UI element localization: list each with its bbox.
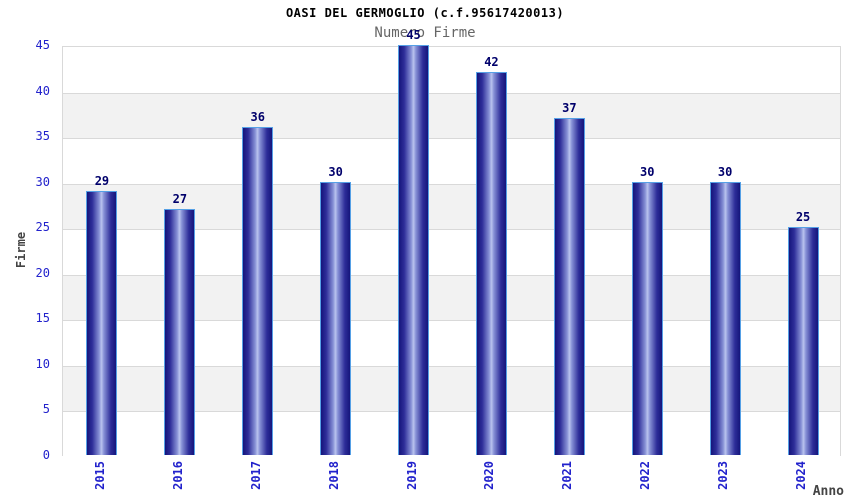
x-tick-label: 2024 <box>794 461 809 490</box>
x-tick-label: 2022 <box>638 461 653 490</box>
plot-band-plain <box>63 138 840 184</box>
y-tick-label: 0 <box>42 448 50 462</box>
bar-value-label: 36 <box>250 110 265 124</box>
bar-2018 <box>320 181 352 455</box>
bar-2016 <box>164 209 196 455</box>
chart-subtitle: Numero Firme <box>374 25 476 41</box>
x-tick-label: 2020 <box>482 461 497 490</box>
bar-value-label: 30 <box>328 164 343 179</box>
x-tick-label: 2023 <box>716 461 731 490</box>
bar-2022 <box>631 181 663 455</box>
bar-value-label: 42 <box>484 55 499 70</box>
x-tick-label: 2021 <box>560 461 575 490</box>
bar-value-label: 37 <box>562 100 577 115</box>
bar-value-label: 30 <box>640 164 655 179</box>
y-tick-label: 35 <box>35 129 50 144</box>
x-tick-label: 2018 <box>326 461 341 490</box>
bar-value-label: 25 <box>795 210 811 225</box>
plot-band-shaded <box>63 92 840 139</box>
bar-value-label: 27 <box>172 192 188 206</box>
x-tick-label: 2017 <box>248 461 263 490</box>
bar-value-label: 29 <box>94 173 110 188</box>
x-tick-label: 2019 <box>404 461 419 490</box>
chart-title: OASI DEL GERMOGLIO (c.f.95617420013) <box>285 6 565 20</box>
plot-area: 29 27 36 30 45 42 37 30 30 25 <box>62 28 841 457</box>
y-tick-label: 20 <box>35 265 50 280</box>
x-tick-label: 2015 <box>92 461 107 490</box>
bar-value-label: 30 <box>717 164 733 179</box>
y-tick-label: 15 <box>35 311 50 326</box>
y-tick-label: 10 <box>35 356 50 371</box>
x-tick-label: 2016 <box>170 461 185 490</box>
bar-2024 <box>787 227 819 455</box>
bar-2023 <box>709 181 741 455</box>
bar-value-label: 45 <box>406 28 421 42</box>
bar-2017 <box>242 127 274 455</box>
bar-2020 <box>475 72 507 455</box>
y-tick-label: 40 <box>35 83 50 98</box>
bar-2015 <box>86 190 118 455</box>
y-tick-label: 45 <box>35 38 50 52</box>
y-tick-label: 25 <box>35 220 50 235</box>
plot-band-plain <box>63 47 840 93</box>
y-tick-label: 30 <box>35 174 50 189</box>
bar-2021 <box>553 117 585 455</box>
bar-2019 <box>398 45 430 455</box>
y-tick-label: 5 <box>42 402 50 417</box>
x-axis-title: Anno <box>812 484 844 499</box>
y-axis-title: Firme <box>14 231 28 269</box>
